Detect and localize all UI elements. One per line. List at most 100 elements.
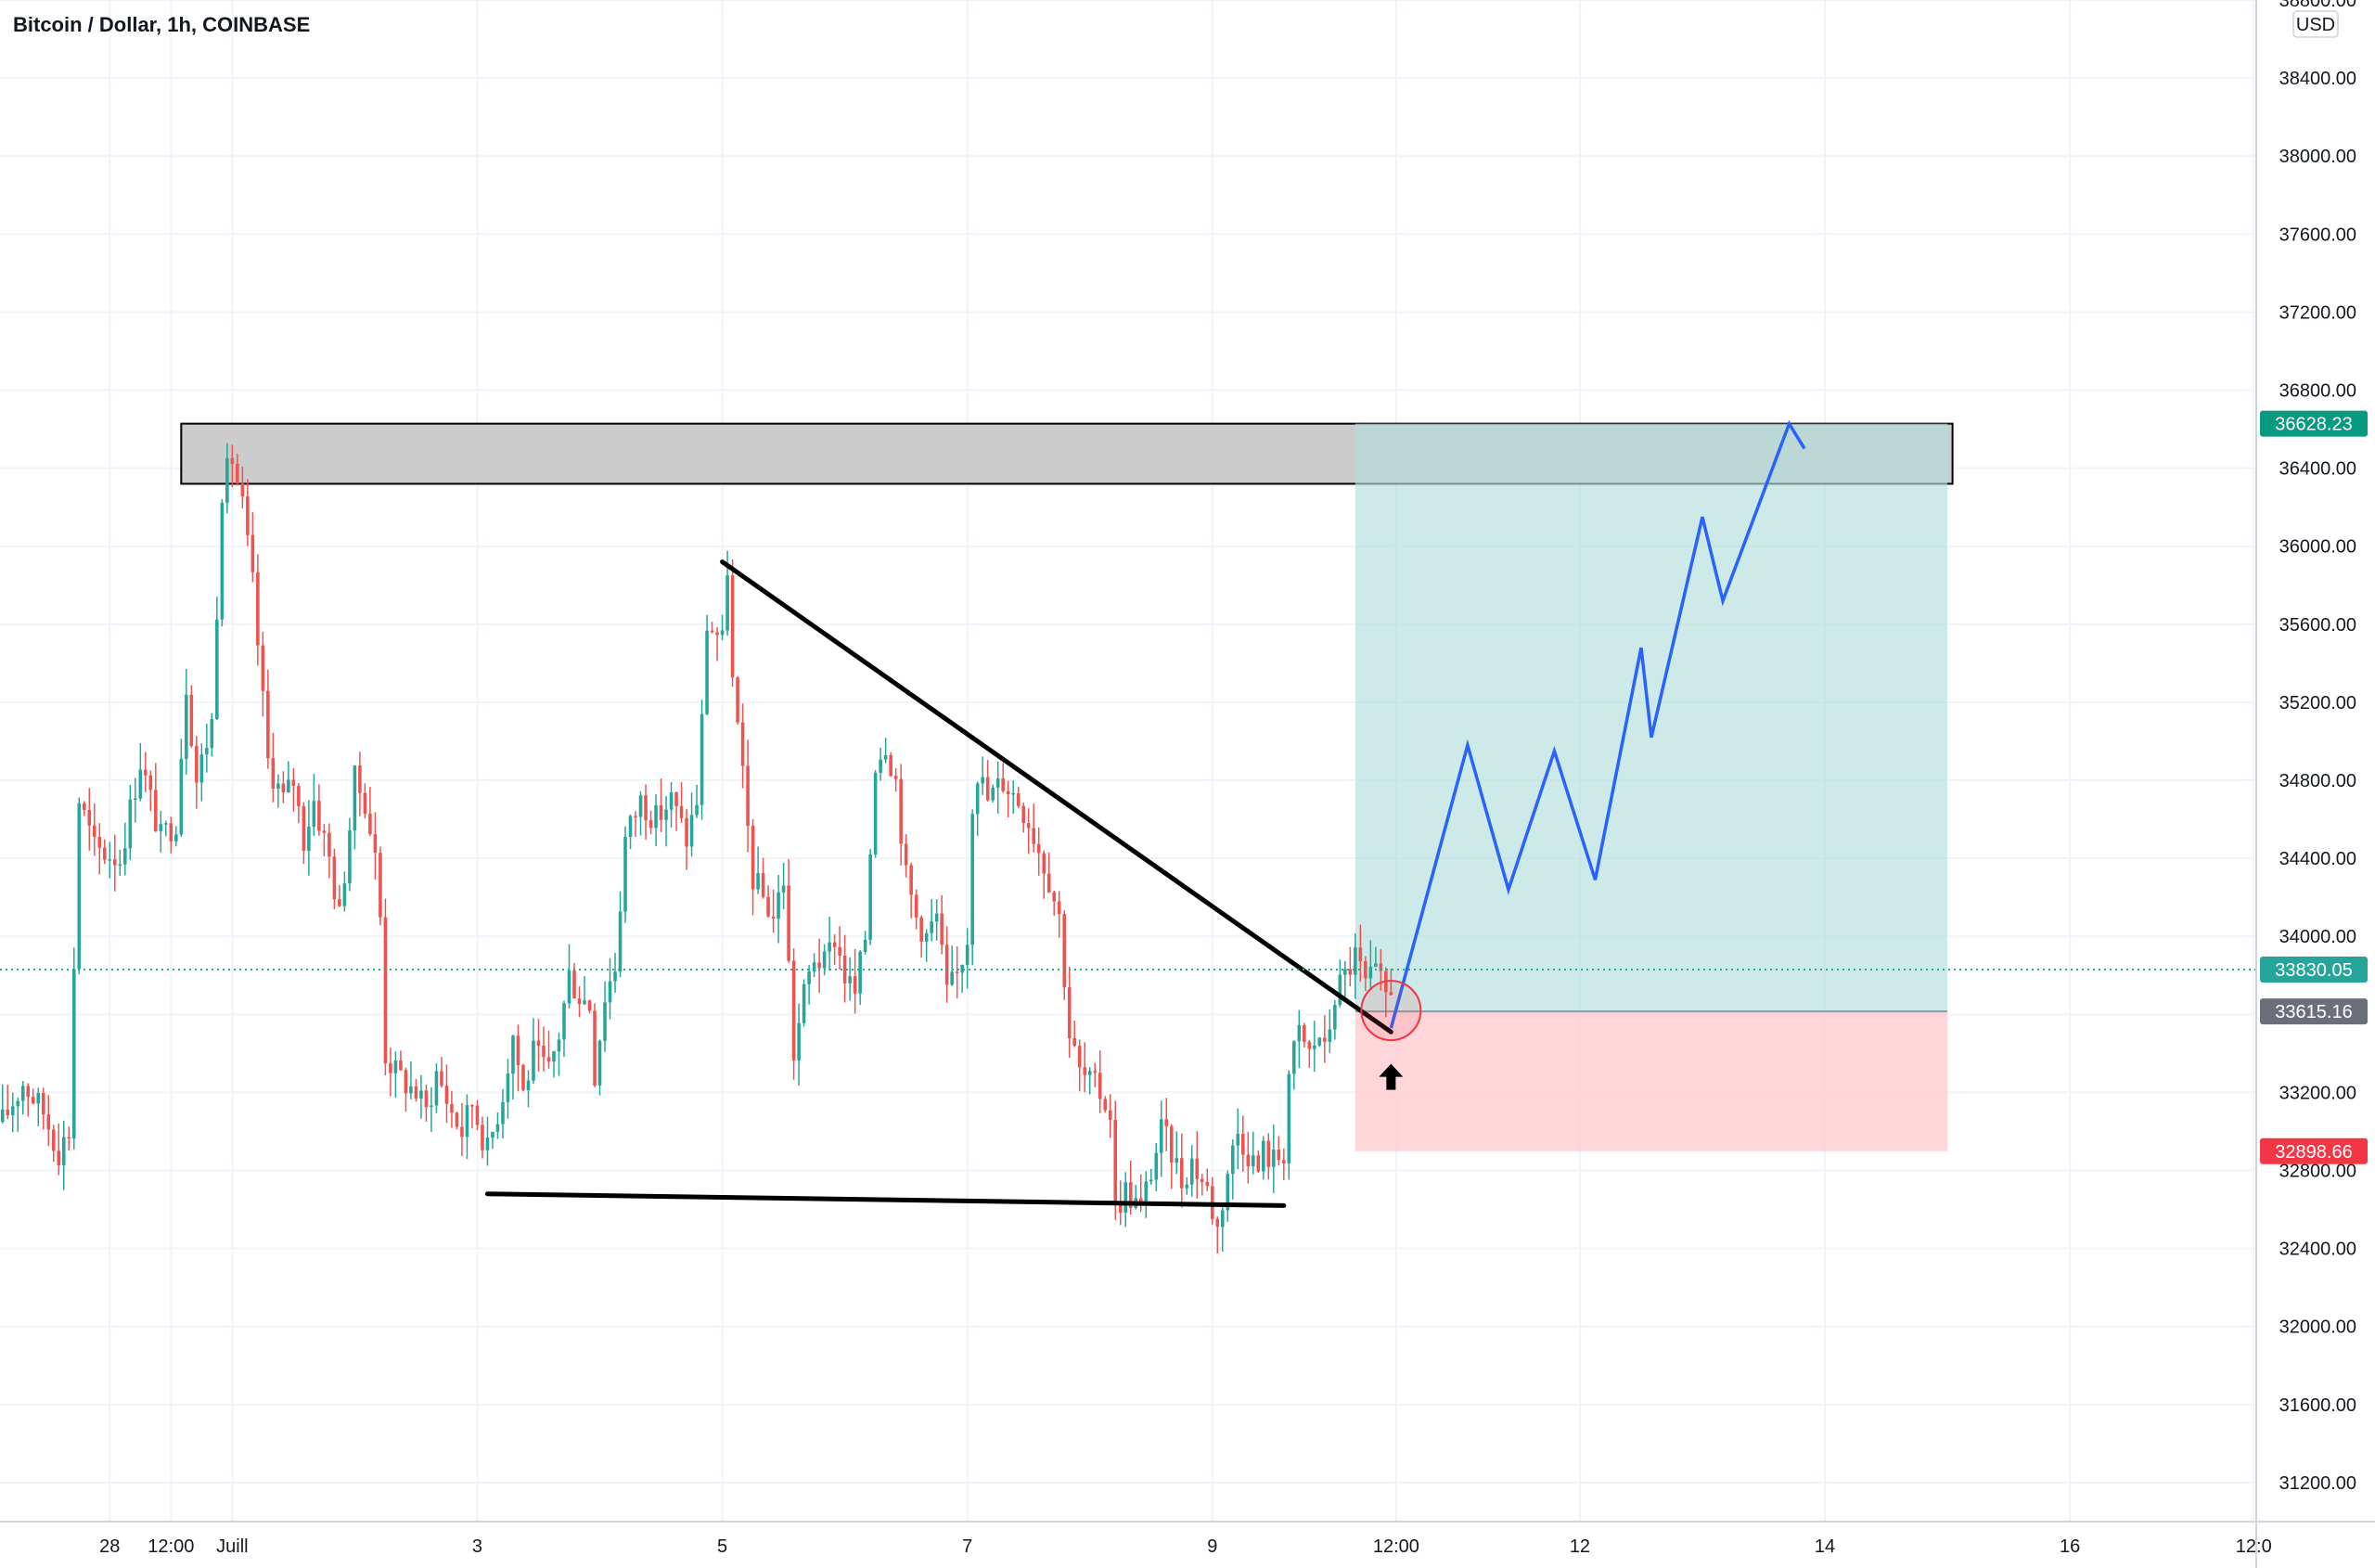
candle-body — [1256, 1155, 1261, 1172]
time-tick-label: 9 — [1207, 1536, 1217, 1557]
candle-body — [169, 823, 173, 842]
candle-body — [1175, 1158, 1179, 1163]
candle-body — [950, 971, 954, 985]
candle-body — [1221, 1210, 1225, 1227]
candle-body — [291, 779, 296, 787]
candle-body — [603, 1002, 607, 1041]
candle-body — [1200, 1178, 1204, 1182]
candle-body — [873, 772, 878, 855]
candle-body — [781, 885, 786, 893]
target-zone — [1354, 423, 1948, 1012]
candle-body — [613, 971, 617, 982]
candle-body — [0, 1109, 5, 1122]
support-trendline — [484, 1191, 1287, 1208]
candle-body — [981, 777, 984, 784]
candle-body — [450, 1103, 454, 1113]
candle-body — [307, 826, 311, 851]
candle-body — [659, 804, 663, 820]
candle-body — [399, 1060, 403, 1071]
candle-body — [128, 799, 133, 849]
candle-body — [1093, 1071, 1098, 1073]
candle-body — [817, 962, 821, 969]
candle-body — [648, 820, 653, 829]
candle-body — [506, 1073, 510, 1102]
candle-body — [583, 1000, 586, 1005]
candle-body — [1354, 947, 1357, 975]
candle-body — [1149, 1179, 1153, 1182]
candle-body — [1189, 1158, 1194, 1185]
candle-body — [430, 1105, 433, 1108]
time-tick-label: 12:00 — [148, 1536, 194, 1557]
candle-body — [455, 1112, 459, 1127]
time-tick-label: 14 — [1815, 1536, 1835, 1557]
price-tick-label: 38000.00 — [2279, 147, 2356, 167]
candle-body — [1077, 1046, 1082, 1068]
candle-body — [644, 795, 648, 821]
candle-body — [215, 619, 219, 719]
candle-body — [587, 1000, 592, 1011]
candle-body — [440, 1071, 443, 1086]
candle-body — [281, 783, 286, 793]
candle-body — [608, 981, 612, 1003]
candle-body — [572, 970, 576, 999]
candle-body — [266, 690, 270, 759]
time-tick-label: 12:0 — [2236, 1536, 2272, 1557]
candle-body — [358, 765, 362, 793]
candle-body — [970, 814, 974, 945]
candle-body — [297, 786, 301, 806]
time-tick-label: Juill — [216, 1536, 248, 1557]
candle-body — [1282, 1160, 1286, 1164]
candle-body — [302, 805, 306, 851]
candle-body — [36, 1092, 41, 1104]
candle-body — [1118, 1202, 1123, 1214]
price-tick-label: 36000.00 — [2279, 537, 2356, 558]
candle-body — [756, 873, 760, 890]
candle-body — [654, 804, 658, 829]
candle-body — [6, 1109, 10, 1116]
candle-body — [1113, 1119, 1118, 1203]
candle-body — [1057, 901, 1061, 915]
candle-body — [1266, 1140, 1271, 1167]
candle-body — [995, 778, 1000, 788]
candle-body — [557, 1039, 561, 1052]
candle-body — [185, 694, 188, 760]
stop-zone — [1354, 1011, 1948, 1151]
candle-body — [1358, 947, 1363, 961]
candle-body — [1138, 1198, 1143, 1202]
candle-body — [1046, 873, 1051, 893]
entry-circle-marker — [1360, 980, 1422, 1042]
candle-body — [393, 1060, 398, 1073]
candle-body — [730, 575, 735, 678]
candle-body — [195, 746, 199, 783]
candle-body — [868, 854, 872, 940]
candle-body — [240, 483, 245, 496]
descending-trendline — [720, 559, 1393, 1035]
candle-body — [134, 798, 137, 801]
candle-body — [787, 885, 790, 961]
candle-body — [1374, 963, 1378, 967]
up-arrow-icon — [1379, 1063, 1404, 1090]
time-tick-label: 7 — [962, 1536, 972, 1557]
candle-body — [404, 1070, 408, 1094]
projection-path — [1389, 419, 1806, 1029]
candle-body — [628, 816, 633, 837]
candle-body — [481, 1125, 484, 1150]
candle-body — [414, 1086, 418, 1099]
candle-body — [1313, 1045, 1316, 1049]
candle-body — [1128, 1182, 1133, 1208]
price-tag-label: 33615.16 — [2275, 1002, 2352, 1022]
candle-body — [97, 836, 102, 848]
price-tick-label: 34000.00 — [2279, 927, 2356, 947]
candle-body — [1348, 969, 1353, 975]
candle-body — [1154, 1152, 1159, 1180]
candle-body — [766, 896, 770, 917]
candle-body — [41, 1092, 45, 1115]
time-tick-label: 28 — [99, 1536, 120, 1557]
candle-body — [1026, 823, 1031, 829]
candle-body — [174, 834, 178, 842]
price-tick-label: 32000.00 — [2279, 1317, 2356, 1338]
candle-body — [164, 823, 168, 825]
candle-body — [1328, 1029, 1332, 1042]
candle-body — [123, 848, 127, 865]
